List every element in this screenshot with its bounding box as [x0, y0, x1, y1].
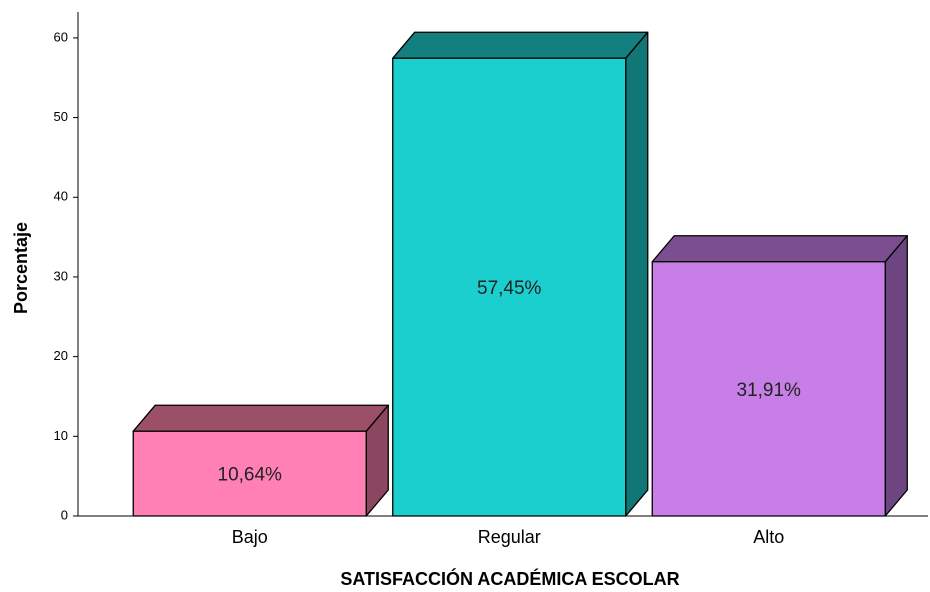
bar	[651, 261, 886, 517]
bar-side	[625, 31, 649, 517]
y-tick-label: 40	[54, 189, 68, 204]
bar-top	[392, 31, 649, 59]
y-tick-label: 30	[54, 268, 68, 283]
value-label: 57,45%	[477, 278, 542, 299]
y-tick-label: 20	[54, 348, 68, 363]
x-tick-label: Bajo	[232, 527, 268, 547]
x-tick-label: Regular	[478, 527, 541, 547]
y-axis-label: Porcentaje	[11, 222, 31, 314]
value-label: 10,64%	[218, 465, 283, 486]
y-tick-label: 10	[54, 428, 68, 443]
bar	[392, 57, 627, 517]
value-label: 31,91%	[737, 380, 802, 401]
bar-side	[884, 235, 908, 517]
y-tick-label: 0	[61, 507, 68, 522]
bar	[132, 430, 367, 517]
bar-top	[651, 235, 908, 263]
y-tick-label: 60	[54, 29, 68, 44]
x-axis-label: SATISFACCIÓN ACADÉMICA ESCOLAR	[340, 568, 679, 589]
bar-top	[132, 404, 389, 432]
y-tick-label: 50	[54, 109, 68, 124]
x-tick-label: Alto	[753, 527, 784, 547]
